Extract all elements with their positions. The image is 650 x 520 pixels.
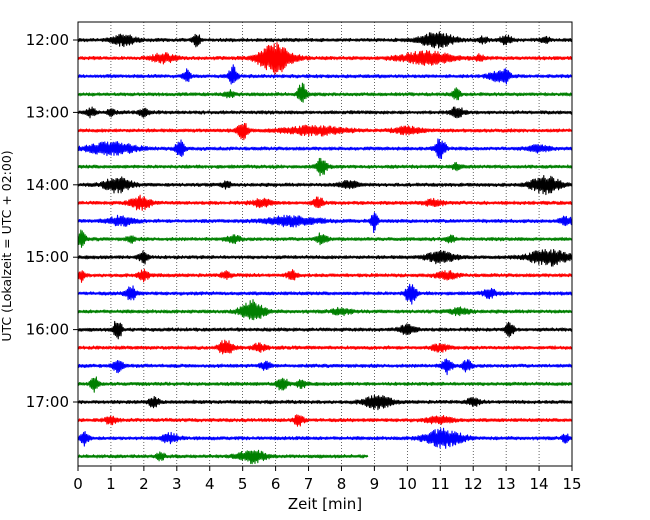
trace-row-1300 (77, 106, 573, 119)
x-tick-label: 3 (172, 475, 182, 493)
trace-row-1315 (77, 122, 573, 141)
trace-row-1415 (77, 194, 573, 211)
x-tick-label: 5 (238, 475, 248, 493)
y-tick-label: 17:00 (26, 393, 69, 411)
trace-row-1400 (77, 175, 573, 196)
x-tick-label: 10 (398, 475, 417, 493)
trace-row-1515 (77, 268, 573, 283)
seismogram-traces (77, 31, 573, 465)
plot-background (78, 22, 572, 466)
trace-row-1545 (77, 299, 573, 321)
x-tick-label: 1 (106, 475, 116, 493)
y-axis-ticks: 12:00 13:00 14:00 15:00 16:00 17:00 (26, 31, 78, 411)
y-tick-label: 15:00 (26, 248, 69, 266)
trace-row-1645 (77, 376, 573, 393)
x-tick-label: 11 (431, 475, 450, 493)
trace-row-1700 (77, 394, 573, 411)
trace-row-1445 (77, 229, 573, 248)
trace-row-1330 (77, 138, 573, 160)
x-axis-ticks: 0 1 2 3 4 5 6 7 8 9 10 11 12 13 14 15 (73, 466, 582, 493)
y-tick-label: 13:00 (26, 103, 69, 121)
plot-frame (77, 21, 573, 467)
trace-row-1715 (77, 414, 573, 427)
trace-row-1215 (77, 42, 573, 75)
x-tick-label: 15 (562, 475, 581, 493)
x-axis-label: Zeit [min] (288, 495, 362, 513)
x-tick-label: 4 (205, 475, 215, 493)
trace-row-1615 (77, 339, 573, 355)
x-tick-label: 0 (73, 475, 83, 493)
y-tick-label: 14:00 (26, 176, 69, 194)
trace-row-1200 (77, 31, 573, 49)
x-tick-label: 2 (139, 475, 149, 493)
x-tick-label: 7 (304, 475, 314, 493)
trace-row-1245 (77, 82, 573, 103)
x-tick-label: 6 (271, 475, 281, 493)
trace-row-1745 (77, 449, 369, 465)
y-tick-label: 12:00 (26, 31, 69, 49)
trace-row-1530 (77, 283, 573, 305)
trace-row-1730 (77, 427, 573, 449)
x-gridlines (110, 22, 540, 466)
x-tick-label: 8 (337, 475, 347, 493)
trace-row-1430 (77, 212, 573, 233)
x-tick-label: 9 (370, 475, 380, 493)
trace-row-1600 (77, 320, 573, 340)
y-tick-label: 16:00 (26, 321, 69, 339)
x-tick-label: 12 (464, 475, 483, 493)
trace-row-1630 (77, 358, 573, 376)
trace-row-1500 (77, 249, 573, 267)
x-tick-label: 14 (530, 475, 549, 493)
y-axis-label: UTC (Lokalzeit = UTC + 02:00) (0, 150, 14, 341)
trace-row-1230 (77, 64, 573, 85)
x-tick-label: 13 (497, 475, 516, 493)
trace-row-1345 (77, 157, 573, 177)
